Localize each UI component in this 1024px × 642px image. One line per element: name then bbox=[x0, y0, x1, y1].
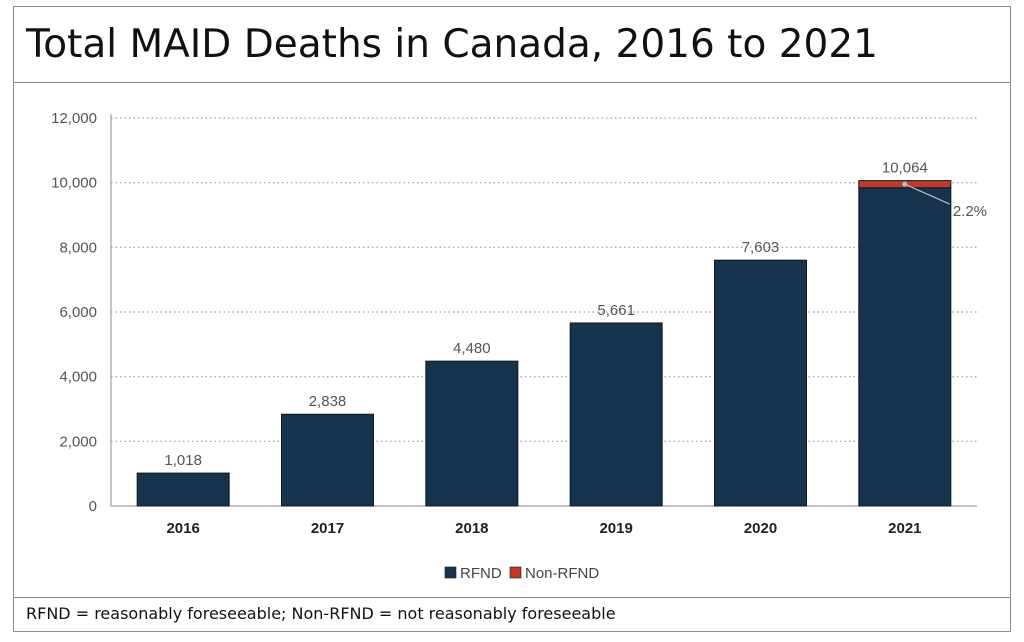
bar-rfnd bbox=[136, 472, 230, 507]
annotation-leader bbox=[904, 183, 951, 205]
x-tick-label: 2021 bbox=[888, 520, 921, 537]
legend-label-rfnd: RFND bbox=[460, 565, 502, 582]
bar-chart: 0 2,000 4,000 6,000 8,000 10,000 12,000 1,018 20… bbox=[51, 110, 987, 582]
bar-rfnd bbox=[569, 322, 663, 507]
data-label: 4,480 bbox=[453, 340, 491, 357]
chart-frame: Total MAID Deaths in Canada, 2016 to 202… bbox=[13, 6, 1011, 632]
bar-rfnd bbox=[714, 259, 807, 507]
x-tick-label: 2019 bbox=[599, 520, 632, 537]
bar-rfnd bbox=[281, 413, 374, 507]
data-label: 5,661 bbox=[597, 302, 635, 319]
data-label: 2,838 bbox=[309, 393, 347, 410]
y-tick-label: 8,000 bbox=[59, 239, 97, 256]
data-label: 7,603 bbox=[742, 239, 780, 256]
footnote: RFND = reasonably foreseeable; Non-RFND … bbox=[26, 604, 616, 623]
y-tick-label: 0 bbox=[89, 498, 97, 515]
data-label: 1,018 bbox=[164, 452, 202, 469]
y-tick-label: 12,000 bbox=[51, 110, 97, 127]
annotation-label: 2.2% bbox=[953, 203, 987, 220]
x-tick-label: 2017 bbox=[311, 520, 344, 537]
y-tick-label: 6,000 bbox=[59, 304, 97, 321]
chart-title: Total MAID Deaths in Canada, 2016 to 202… bbox=[14, 7, 1010, 83]
legend-swatch-non-rfnd bbox=[509, 566, 522, 579]
bar-rfnd bbox=[858, 187, 952, 507]
bar-rfnd bbox=[425, 360, 519, 507]
y-tick-label: 4,000 bbox=[59, 369, 97, 386]
plot-area: 0 2,000 4,000 6,000 8,000 10,000 12,000 1,018 20… bbox=[14, 83, 1010, 598]
x-tick-label: 2020 bbox=[744, 520, 777, 537]
data-label: 10,064 bbox=[882, 160, 928, 177]
y-tick-label: 10,000 bbox=[51, 175, 97, 192]
x-tick-label: 2018 bbox=[455, 520, 488, 537]
legend-label-non-rfnd: Non-RFND bbox=[525, 565, 599, 582]
legend-swatch-rfnd bbox=[444, 566, 457, 579]
y-tick-label: 2,000 bbox=[59, 433, 97, 450]
x-tick-label: 2016 bbox=[166, 520, 199, 537]
